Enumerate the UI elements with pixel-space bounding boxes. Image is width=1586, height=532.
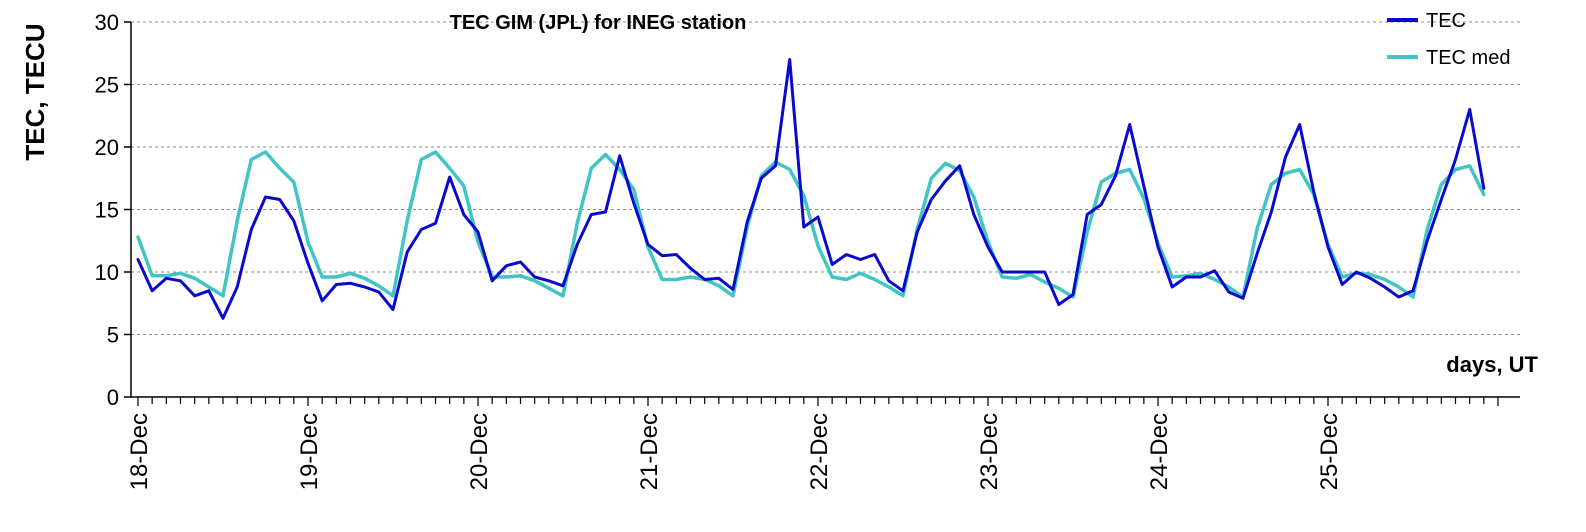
- legend-label-tec-med: TEC med: [1426, 47, 1510, 69]
- x-tick-label: 19-Dec: [296, 413, 323, 490]
- x-tick-label: 23-Dec: [976, 413, 1003, 490]
- y-axis-title: TEC, TECU: [20, 23, 50, 160]
- legend-label-tec: TEC: [1426, 10, 1466, 32]
- series-line-tec: [136, 58, 1486, 320]
- x-axis-title: days, UT: [1446, 352, 1538, 377]
- x-tick-label: 24-Dec: [1146, 413, 1173, 490]
- y-tick-label-15: 15: [95, 198, 119, 223]
- x-tick-label: 22-Dec: [806, 413, 833, 490]
- y-tick-label-0: 0: [107, 385, 119, 410]
- legend: TEC TEC med: [1387, 10, 1510, 69]
- axes-layer: 0 5 10 15 20 25 30 18-Dec 19-Dec 20-Dec 21-Dec 22-D…: [95, 10, 1520, 490]
- chart-title: TEC GIM (JPL) for INEG station: [450, 12, 747, 34]
- y-tick-label-10: 10: [95, 260, 119, 285]
- x-tick-label: 20-Dec: [466, 413, 493, 490]
- y-tick-label-20: 20: [95, 135, 119, 160]
- y-tick-label-5: 5: [107, 323, 119, 348]
- y-tick-label-30: 30: [95, 10, 119, 35]
- series-layer: [136, 58, 1486, 320]
- x-tick-label: 21-Dec: [636, 413, 663, 490]
- x-tick-label: 25-Dec: [1316, 413, 1343, 490]
- x-tick-label: 18-Dec: [126, 413, 153, 490]
- y-tick-label-25: 25: [95, 73, 119, 98]
- label-layer: TEC GIM (JPL) for INEG station TEC, TECU…: [20, 12, 1539, 377]
